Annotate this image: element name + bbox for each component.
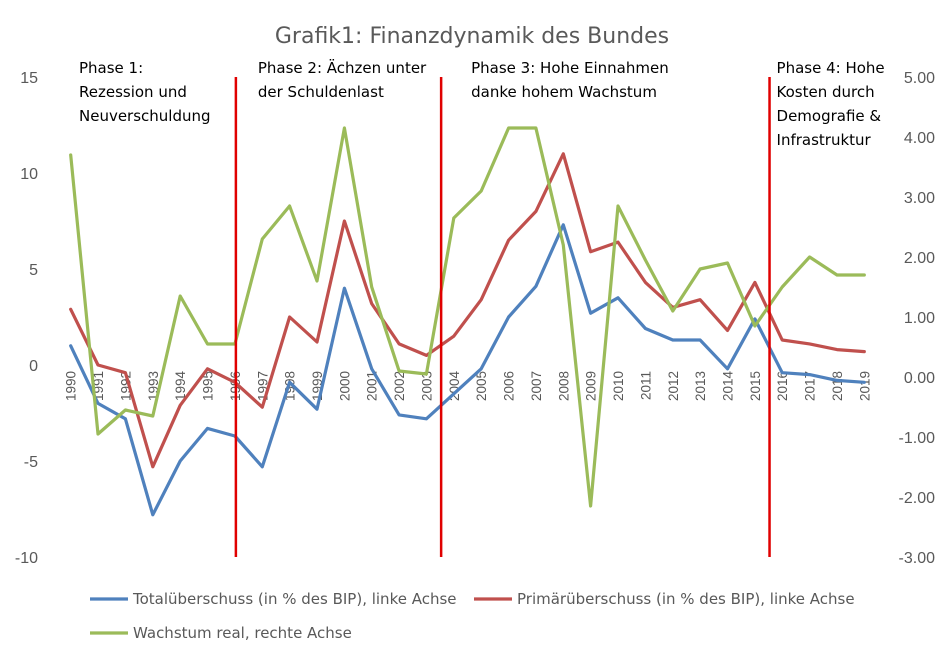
x-axis-tick-label: 2012 bbox=[666, 371, 681, 401]
phase-labels: Phase 1: Rezession und Neuverschuldung Phas… bbox=[79, 58, 885, 149]
x-axis-tick-label: 2002 bbox=[392, 371, 407, 401]
series-line-1 bbox=[69, 223, 866, 517]
phase-1-label: Phase 1: Rezession und Neuverschuldung bbox=[79, 59, 211, 125]
phase-boundary-lines bbox=[234, 77, 771, 557]
left-axis-tick-label: 15 bbox=[20, 70, 38, 87]
x-axis-tick-label: 1995 bbox=[201, 371, 216, 401]
legend-label-1: Totalüberschuss (in % des BIP), linke Ac… bbox=[132, 590, 457, 608]
right-axis-tick-label: 4.00 bbox=[904, 130, 935, 147]
series-lines bbox=[69, 126, 866, 517]
series-line-2 bbox=[69, 152, 866, 469]
right-axis-tick-label: -1.00 bbox=[899, 430, 936, 447]
left-axis-tick-label: 10 bbox=[20, 166, 38, 183]
right-axis-tick-label: 5.00 bbox=[904, 70, 935, 87]
series-line-3 bbox=[69, 126, 866, 508]
x-axis-tick-label: 2006 bbox=[502, 371, 517, 401]
left-axis-ticks: -10 -5 0 5 10 15 bbox=[15, 70, 38, 567]
x-axis-tick-label: 2018 bbox=[830, 371, 845, 401]
right-axis-tick-label: 0.00 bbox=[904, 370, 935, 387]
x-axis-tick-label: 2013 bbox=[693, 371, 708, 401]
left-axis-tick-label: 0 bbox=[29, 358, 38, 375]
chart-title: Grafik1: Finanzdynamik des Bundes bbox=[275, 24, 669, 49]
x-axis-tick-label: 2004 bbox=[447, 371, 462, 402]
x-axis-tick-label: 2009 bbox=[584, 371, 599, 401]
right-axis-tick-label: 3.00 bbox=[904, 190, 935, 207]
x-axis-tick-label: 2000 bbox=[337, 371, 352, 401]
legend-label-2: Primärüberschuss (in % des BIP), linke A… bbox=[517, 590, 855, 608]
x-axis-tick-label: 2019 bbox=[857, 371, 872, 401]
x-axis-tick-label: 1990 bbox=[64, 371, 79, 401]
right-axis-tick-label: -2.00 bbox=[899, 490, 936, 507]
legend-label-3: Wachstum real, rechte Achse bbox=[133, 624, 352, 642]
phase-3-label: Phase 3: Hohe Einnahmen danke hohem Wachs… bbox=[471, 59, 669, 101]
x-axis-tick-label: 2015 bbox=[748, 371, 763, 401]
x-axis-tick-label: 2007 bbox=[529, 371, 544, 401]
left-axis-tick-label: 5 bbox=[29, 262, 38, 279]
right-axis-tick-label: 2.00 bbox=[904, 250, 935, 267]
x-axis-tick-label: 2011 bbox=[638, 371, 653, 400]
x-axis-tick-label: 2003 bbox=[419, 371, 434, 401]
right-axis-ticks: -3.00 -2.00 -1.00 0.00 1.00 2.00 3.00 4.00 5.00 bbox=[899, 70, 936, 567]
x-axis-tick-label: 2016 bbox=[775, 371, 790, 401]
phase-4-label: Phase 4: Hohe Kosten durch Demografie & Inf… bbox=[777, 59, 885, 149]
left-axis-tick-label: -10 bbox=[15, 550, 38, 567]
x-axis-ticks: 1990199119921993199419951996199719981999… bbox=[64, 371, 873, 402]
x-axis-tick-label: 2010 bbox=[611, 371, 626, 401]
left-axis-tick-label: -5 bbox=[24, 454, 38, 471]
x-axis-tick-label: 1992 bbox=[118, 371, 133, 401]
right-axis-tick-label: 1.00 bbox=[904, 310, 935, 327]
phase-2-label: Phase 2: Ächzen unter der Schuldenlast bbox=[258, 58, 427, 101]
x-axis-tick-label: 1994 bbox=[173, 371, 188, 402]
x-axis-tick-label: 2005 bbox=[474, 371, 489, 401]
x-axis-tick-label: 2014 bbox=[720, 371, 735, 402]
right-axis-tick-label: -3.00 bbox=[899, 550, 936, 567]
x-axis-tick-label: 2008 bbox=[556, 371, 571, 401]
x-axis-tick-label: 2017 bbox=[803, 371, 818, 401]
legend: Totalüberschuss (in % des BIP), linke Ac… bbox=[90, 590, 855, 642]
